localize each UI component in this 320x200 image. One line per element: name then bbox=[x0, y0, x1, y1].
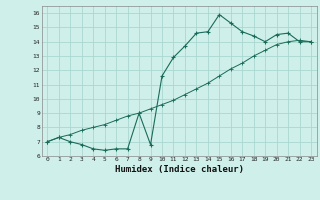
X-axis label: Humidex (Indice chaleur): Humidex (Indice chaleur) bbox=[115, 165, 244, 174]
